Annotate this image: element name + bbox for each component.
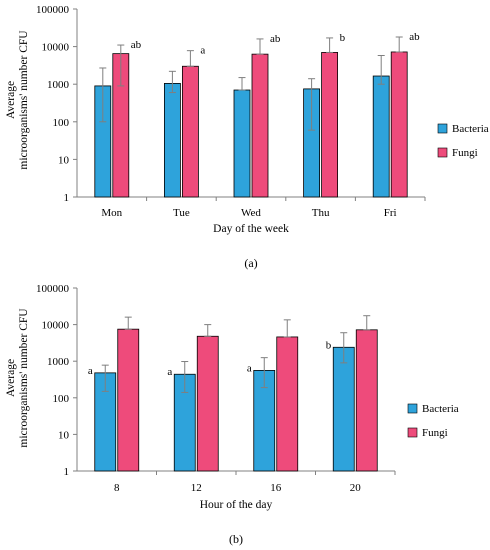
x-tick-label: Wed — [241, 207, 261, 219]
y-tick-label: 1000 — [47, 79, 70, 91]
bar-fungi-8 — [117, 328, 140, 472]
bar-fungi-Thu — [321, 52, 339, 198]
y-tick-label: 10 — [58, 154, 70, 166]
significance-label: a — [167, 366, 172, 378]
x-tick-label: Thu — [312, 207, 330, 219]
bar-bacteria-Fri — [372, 75, 390, 198]
panel-label-b: (b) — [229, 532, 243, 546]
x-tick-label: Tue — [173, 207, 190, 219]
legend-label-bacteria: Bacteria — [452, 123, 489, 135]
bar-bacteria-Tue — [163, 83, 181, 198]
bar-bacteria-20 — [332, 346, 355, 472]
y-tick-label: 10000 — [42, 320, 70, 332]
legend-label-fungi: Fungi — [422, 427, 448, 439]
y-axis-title-unit: microorganisms' number CFU — [18, 308, 30, 448]
x-tick-label: 8 — [114, 482, 120, 494]
x-tick-label: 12 — [191, 482, 202, 494]
chart-panel-b: Averagemicroorganisms' number CFU Hour o… — [5, 283, 459, 546]
y-tick-label: 10000 — [42, 42, 70, 54]
x-tick-label: 20 — [350, 482, 362, 494]
x-axis-title: Day of the week — [213, 223, 289, 235]
y-axis-title-line1: Averagemicroorganisms' number CFU — [5, 308, 30, 448]
x-axis-title: Hour of the day — [200, 499, 273, 511]
legend-swatch-bacteria — [407, 403, 418, 414]
y-tick-label: 1 — [64, 466, 70, 478]
bar-bacteria-Wed — [233, 89, 251, 198]
significance-label: b — [326, 339, 332, 351]
y-axis-title-unit: microorganisms' number CFU — [18, 30, 30, 170]
bar-fungi-12 — [196, 335, 219, 472]
bar-fungi-Tue — [181, 65, 199, 198]
y-tick-label: 1000 — [47, 356, 70, 368]
significance-label: a — [88, 365, 93, 377]
y-tick-label: 100000 — [36, 4, 70, 16]
y-tick-label: 100 — [53, 117, 70, 129]
y-axis-title-line1: Averagemicroorganisms' number CFU — [5, 30, 30, 170]
significance-label: b — [340, 32, 346, 44]
bar-fungi-Fri — [390, 51, 408, 198]
bar-fungi-20 — [355, 329, 378, 472]
y-axis-title-text: Average — [5, 81, 17, 119]
significance-label: ab — [409, 31, 420, 43]
bar-fungi-Wed — [251, 53, 269, 198]
x-tick-label: Mon — [101, 207, 122, 219]
legend-label-bacteria: Bacteria — [422, 403, 459, 415]
x-tick-label: Fri — [384, 207, 397, 219]
y-tick-label: 100000 — [36, 283, 70, 295]
significance-label: a — [247, 362, 252, 374]
legend-swatch-fungi — [437, 147, 448, 158]
panel-label-a: (a) — [244, 256, 257, 270]
y-tick-label: 1 — [64, 192, 70, 204]
chart-panel-a: Averagemicroorganisms' number CFU Day of… — [5, 4, 489, 270]
y-tick-label: 10 — [58, 429, 70, 441]
legend-label-fungi: Fungi — [452, 147, 478, 159]
bar-fungi-16 — [276, 336, 299, 472]
y-axis-title-text: Average — [5, 359, 17, 397]
legend-swatch-bacteria — [437, 123, 448, 134]
significance-label: ab — [131, 39, 142, 51]
y-tick-label: 100 — [53, 393, 70, 405]
significance-label: ab — [270, 33, 281, 45]
x-tick-label: 16 — [270, 482, 282, 494]
significance-label: a — [200, 45, 205, 57]
legend-swatch-fungi — [407, 427, 418, 438]
